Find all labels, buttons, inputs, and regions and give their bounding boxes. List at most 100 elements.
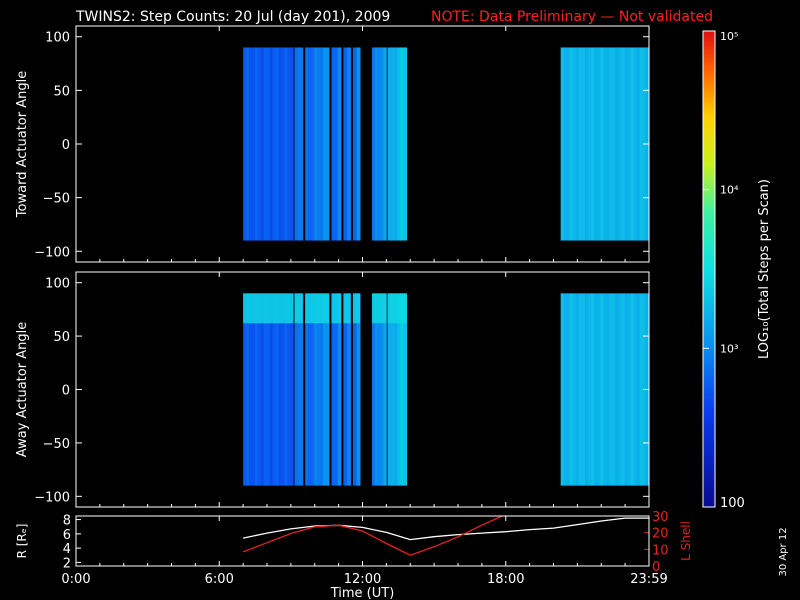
heatmap-hot-band <box>343 293 351 324</box>
y-tick-label: −50 <box>43 437 70 452</box>
heatmap-segment <box>387 47 408 241</box>
heatmap-cell <box>630 293 635 486</box>
heatmap-cell <box>294 47 298 241</box>
y-axis-label: Away Actuator Angle <box>15 322 30 457</box>
heatmap-cell <box>284 293 288 486</box>
heatmap-cell <box>352 47 357 241</box>
heatmap-cell <box>387 47 392 241</box>
heatmap-cell <box>591 47 595 241</box>
heatmap-cell <box>272 293 276 486</box>
heatmap-cell <box>278 293 282 486</box>
heatmap-cell <box>308 293 312 486</box>
heatmap-segment <box>294 47 304 241</box>
heatmap-cell <box>308 47 312 241</box>
colorbar-tick-label: 10³ <box>720 342 738 355</box>
heatmap-cell <box>356 47 361 241</box>
heatmap-cell <box>615 293 619 486</box>
y-tick-label: −100 <box>34 245 70 260</box>
heatmap-hot-band <box>305 293 330 324</box>
heatmap-cell <box>281 293 285 486</box>
heatmap-cell <box>393 47 398 241</box>
heatmap-cell <box>600 293 604 486</box>
heatmap-cell <box>334 293 339 486</box>
y-tick-label: −100 <box>34 490 70 505</box>
x-tick-label: 0:00 <box>61 572 90 587</box>
heatmap-cell <box>246 47 250 241</box>
heatmap-cell <box>326 293 330 486</box>
heatmap-cell <box>294 293 298 486</box>
heatmap-cell <box>290 47 294 241</box>
heatmap-cell <box>578 47 583 241</box>
heatmap-hot-band <box>294 293 303 324</box>
heatmap-hot-band <box>243 293 294 324</box>
heatmap-cell <box>352 293 357 486</box>
heatmap-segment <box>352 47 361 241</box>
heatmap-segment <box>305 47 330 241</box>
heatmap-cell <box>566 47 571 241</box>
heatmap-cell <box>612 47 616 241</box>
heatmap-cell <box>397 293 401 486</box>
heatmap-cell <box>606 293 610 486</box>
heatmap-cell <box>323 293 327 486</box>
heatmap-cell <box>254 293 259 486</box>
heatmap-hot-band <box>352 293 361 324</box>
heatmap-segment <box>331 293 342 486</box>
heatmap-cell <box>624 47 629 241</box>
heatmap-cell <box>572 293 577 486</box>
heatmap-cell <box>575 293 580 486</box>
heatmap-cell <box>594 293 598 486</box>
heatmap-cell <box>380 47 384 241</box>
heatmap-cell <box>346 293 351 486</box>
y-tick-label: 50 <box>53 84 70 99</box>
heatmap-cell <box>597 293 601 486</box>
colorbar <box>702 30 716 508</box>
heatmap-cell <box>560 293 565 486</box>
heatmap-cell <box>243 293 247 486</box>
heatmap-cell <box>356 293 361 486</box>
y-tick-label: 50 <box>53 330 70 345</box>
heatmap-cell <box>343 293 348 486</box>
heatmap-cell <box>591 293 595 486</box>
y-tick-label: 100 <box>45 31 70 46</box>
heatmap-cell <box>287 293 291 486</box>
figure-title: TWINS2: Step Counts: 20 Jul (day 201), 2… <box>75 9 390 25</box>
toward-panel: −100 −50 0 50 100 Toward Actuator Angle <box>15 25 650 263</box>
heatmap-cell <box>621 293 626 486</box>
heatmap-cell <box>337 293 342 486</box>
heatmap-cell <box>300 293 304 486</box>
heatmap-cell <box>305 47 309 241</box>
heatmap-cell <box>403 293 408 486</box>
panel-frame <box>75 25 650 263</box>
heatmap-segment <box>387 293 408 486</box>
heatmap-cell <box>346 47 351 241</box>
heatmap-cell <box>251 293 256 486</box>
heatmap-cell <box>320 293 324 486</box>
x-tick-label: 23:59 <box>630 572 667 587</box>
heatmap-segment <box>343 293 351 486</box>
heatmap-cell <box>630 47 635 241</box>
heatmap-cell <box>263 293 268 486</box>
colorbar-ticks: 100 10³ 10⁴ 10⁵ <box>703 30 745 511</box>
heatmap-cell <box>275 47 279 241</box>
heatmap-cell <box>383 47 387 241</box>
heatmap-cell <box>618 47 622 241</box>
heatmap-segment <box>372 47 387 241</box>
heatmap-cell <box>569 47 574 241</box>
heatmap-cell <box>390 47 395 241</box>
heatmap-segment <box>294 293 304 486</box>
heatmap-segment <box>343 47 351 241</box>
x-tick-label: 6:00 <box>205 572 234 587</box>
heatmap-cell <box>566 293 571 486</box>
heatmap-cell <box>600 47 604 241</box>
heatmap-cell <box>597 47 601 241</box>
heatmap-cell <box>320 47 324 241</box>
heatmap-cell <box>297 293 301 486</box>
heatmap-cell <box>374 47 379 241</box>
heatmap-segment <box>560 47 650 241</box>
heatmap-hot-band <box>331 293 342 324</box>
heatmap-cell <box>585 47 589 241</box>
heatmap-cell <box>281 47 285 241</box>
heatmap-cell <box>317 47 321 241</box>
heatmap-cell <box>275 293 279 486</box>
